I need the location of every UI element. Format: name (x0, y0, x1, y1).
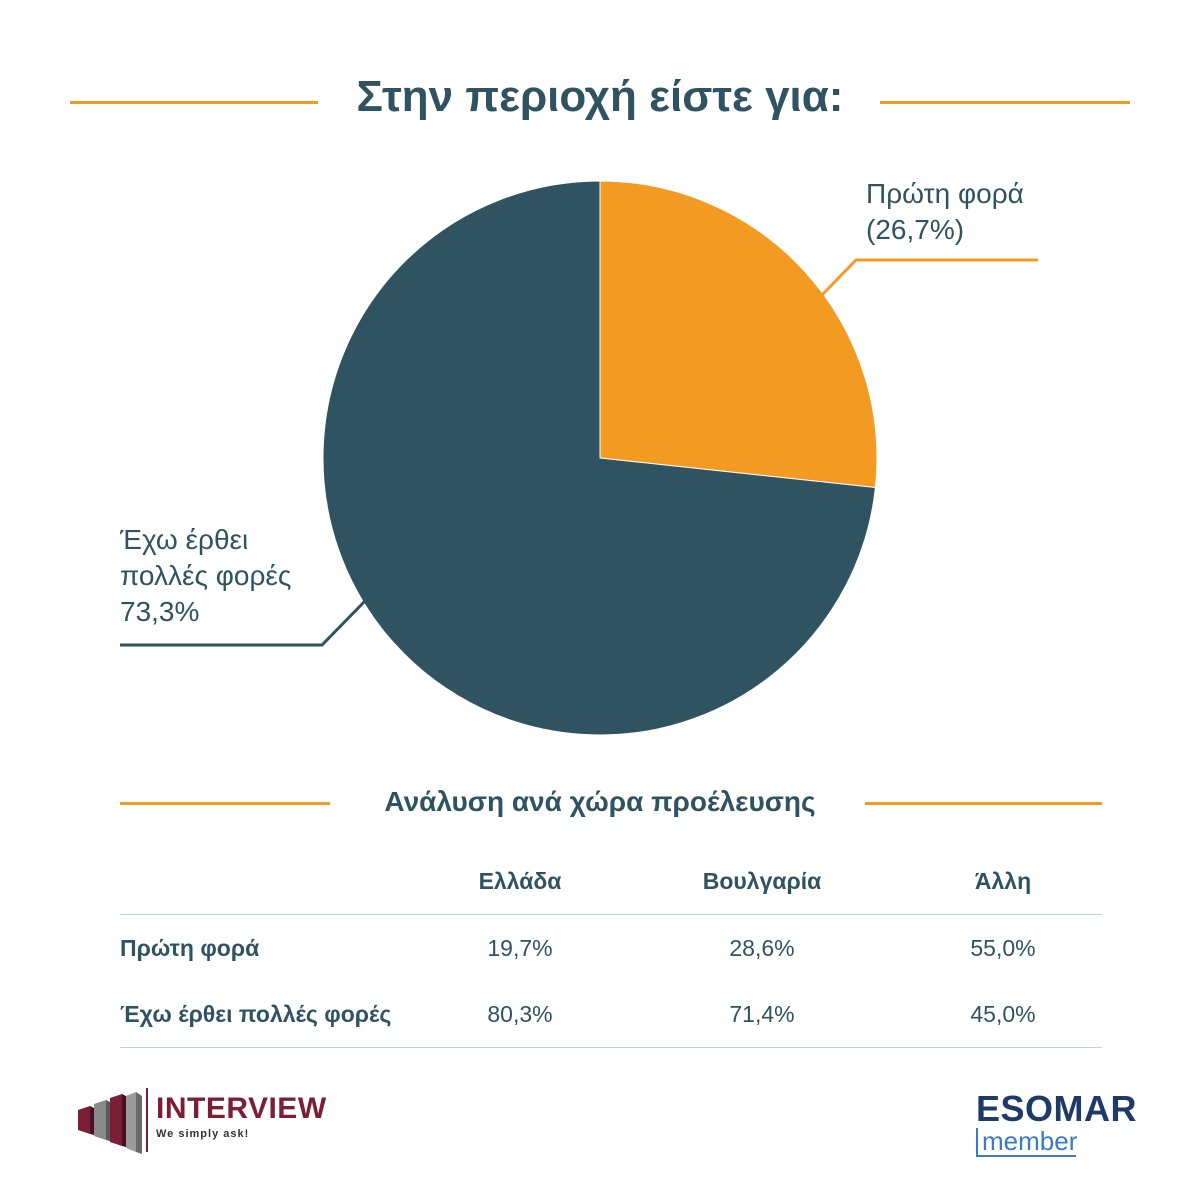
interview-bars-icon (78, 1092, 142, 1154)
table-row: Πρώτη φορά 19,7% 28,6% 55,0% (120, 915, 1102, 982)
column-header-bulgaria: Βουλγαρία (620, 848, 904, 915)
row-label: Πρώτη φορά (120, 934, 260, 961)
breakdown-rule-left (120, 802, 330, 805)
pie-chart (120, 180, 1038, 736)
pie-label-first-value: (26,7%) (866, 214, 965, 245)
breakdown-table: Ελλάδα Βουλγαρία Άλλη Πρώτη φορά 19,7% 2… (120, 848, 1102, 1048)
pie-label-many: Έχω έρθει πολλές φορές 73,3% (120, 522, 291, 630)
esomar-logo-underline (976, 1155, 1076, 1157)
column-header-greece: Ελλάδα (420, 848, 620, 915)
cell-value: 80,3% (420, 981, 620, 1048)
pie-label-many-name-2: πολλές φορές (120, 560, 292, 591)
pie-slice-0 (599, 180, 878, 489)
cell-value: 55,0% (970, 934, 1036, 961)
table-row: Έχω έρθει πολλές φορές 80,3% 71,4% 45,0% (120, 981, 1102, 1048)
interview-logo-divider (146, 1088, 148, 1152)
esomar-logo-member: member (982, 1126, 1078, 1156)
esomar-logo: ESOMAR member (970, 1088, 1140, 1158)
interview-logo: INTERVIEW We simply ask! (76, 1086, 346, 1156)
interview-logo-wordmark: INTERVIEW (156, 1092, 327, 1125)
cell-value: 28,6% (729, 934, 795, 961)
leader-line-many (120, 598, 368, 647)
interview-logo-tagline: We simply ask! (156, 1128, 250, 1140)
cell-value: 19,7% (487, 934, 553, 961)
pie-label-many-name-1: Έχω έρθει (120, 524, 249, 555)
pie-label-many-value: 73,3% (120, 596, 200, 627)
column-header-other: Άλλη (904, 848, 1102, 915)
pie-label-first-name: Πρώτη φορά (866, 178, 1024, 209)
page-title: Στην περιοχή είστε για: (356, 72, 844, 121)
leader-line-first (820, 258, 1038, 297)
esomar-logo-bar (976, 1128, 978, 1156)
cell-value: 45,0% (904, 981, 1102, 1048)
cell-value: 71,4% (620, 981, 904, 1048)
pie-label-first: Πρώτη φορά (26,7%) (866, 176, 1024, 248)
esomar-logo-wordmark: ESOMAR (976, 1088, 1138, 1129)
breakdown-title: Ανάλυση ανά χώρα προέλευσης (384, 786, 816, 817)
breakdown-rule-right (865, 802, 1102, 805)
row-label: Έχω έρθει πολλές φορές (120, 981, 420, 1048)
pie-slice-1 (322, 180, 876, 736)
table-header-row: Ελλάδα Βουλγαρία Άλλη (120, 848, 1102, 915)
title-rule-left (70, 101, 318, 104)
column-header-empty (120, 848, 420, 915)
title-rule-right (880, 101, 1130, 104)
